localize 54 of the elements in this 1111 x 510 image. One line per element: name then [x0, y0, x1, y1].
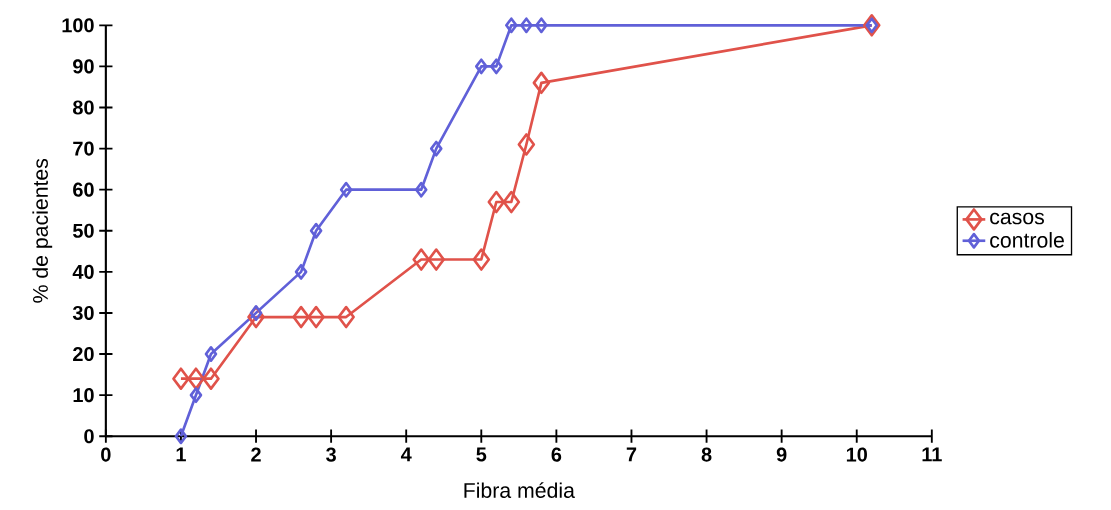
point: [309, 222, 323, 239]
point: [189, 387, 203, 404]
y-tick-label: 90: [73, 59, 94, 74]
x-tick-label: 8: [701, 447, 712, 462]
point: [487, 190, 506, 214]
x-tick-label: 5: [476, 447, 487, 462]
point: [532, 71, 551, 95]
x-tick-label: 11: [922, 447, 942, 462]
point: [474, 58, 488, 75]
x-tick-label: 7: [626, 447, 637, 462]
point: [414, 181, 428, 198]
point: [187, 367, 205, 391]
x-axis-title: Fibra média: [464, 482, 575, 499]
point: [535, 17, 548, 34]
y-tick-label: 30: [72, 305, 94, 321]
point: [307, 305, 325, 329]
point: [472, 248, 491, 271]
x-tick-label: 4: [400, 447, 412, 462]
point: [517, 133, 536, 156]
y-tick-label: 100: [62, 18, 94, 33]
legend-label: controle: [990, 232, 1064, 248]
legend-label: casos: [990, 212, 1044, 225]
point: [249, 305, 263, 321]
x-tick-label: 1: [176, 447, 186, 462]
point: [502, 190, 521, 214]
point: [294, 263, 308, 280]
y-tick-label: 70: [73, 141, 94, 156]
point: [292, 305, 310, 329]
y-tick-label: 20: [73, 347, 94, 362]
x-tick-label: 9: [776, 447, 787, 462]
point: [174, 428, 188, 445]
point: [505, 17, 518, 34]
point: [204, 346, 218, 363]
x-tick-label: 10: [846, 447, 867, 462]
point: [202, 367, 220, 391]
point: [427, 248, 446, 271]
x-tick-label: 3: [326, 447, 336, 462]
point: [412, 248, 431, 271]
point: [339, 181, 353, 198]
y-tick-label: 0: [84, 429, 94, 444]
y-tick-label: 10: [73, 388, 94, 403]
y-tick-label: 60: [73, 182, 94, 197]
y-tick-label: 50: [72, 223, 94, 238]
point: [172, 367, 190, 391]
point: [490, 58, 503, 75]
point: [520, 17, 533, 34]
point: [429, 140, 443, 157]
y-axis-title: % de pacientes: [32, 158, 53, 303]
x-tick-label: 2: [251, 447, 261, 462]
point: [337, 305, 355, 329]
y-tick-label: 40: [72, 264, 94, 279]
y-tick-label: 80: [73, 100, 94, 115]
x-tick-label: 0: [101, 447, 111, 462]
x-tick-label: 6: [551, 447, 562, 462]
